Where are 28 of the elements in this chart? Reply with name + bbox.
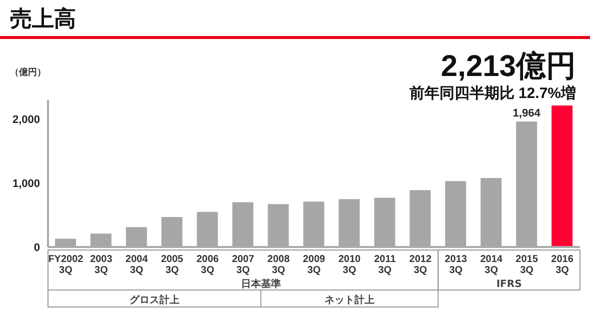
annotation: 前年同四半期比 12.7%増 (409, 84, 576, 103)
x-tick-label: 2011 3Q (374, 254, 396, 276)
x-tick-label: FY2002 3Q (48, 254, 84, 276)
text: IFRS (496, 279, 522, 290)
x-tick-label: 2013 3Q (444, 254, 468, 276)
data-label: 1,964 (512, 107, 542, 120)
y-tick-label: 1,000 (12, 178, 40, 190)
chart-title: 売上高 (10, 5, 76, 33)
x-tick-label: 2009 3Q (302, 254, 326, 276)
text: 2,213億円 (440, 50, 576, 83)
y-tick-label: 2,000 (12, 114, 40, 126)
y-tick-label: 0 (34, 242, 40, 254)
text: 日本基準 (240, 278, 281, 290)
text: ネット計上 (324, 294, 374, 306)
text: グロス計上 (129, 294, 180, 306)
x-tick-label: 2003 3Q (90, 254, 113, 276)
x-tick-label: 2005 3Q (161, 254, 184, 276)
x-tick-label: 2010 3Q (338, 254, 362, 276)
bar (552, 106, 573, 247)
x-tick-label: 2004 3Q (126, 254, 148, 276)
y-axis-title: （億円） (10, 66, 46, 79)
x-tick-label: 2006 3Q (196, 254, 220, 276)
x-tick-label: 2012 3Q (409, 254, 432, 276)
x-tick-label: 2008 3Q (267, 254, 290, 276)
x-tick-label: 2015 3Q (516, 254, 538, 276)
x-tick-label: 2007 3Q (232, 254, 255, 276)
x-tick-label: 2014 3Q (480, 254, 503, 276)
x-tick-label: 2016 3Q (551, 254, 574, 276)
